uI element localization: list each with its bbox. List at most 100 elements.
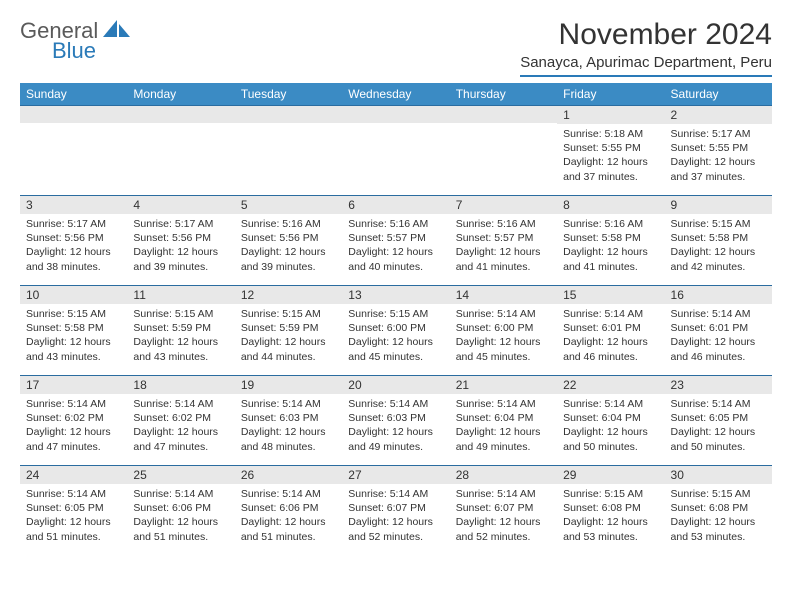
sunset-line: Sunset: 5:59 PM: [133, 321, 228, 335]
day-info: Sunrise: 5:15 AMSunset: 5:58 PMDaylight:…: [665, 214, 772, 280]
day-info: Sunrise: 5:14 AMSunset: 6:06 PMDaylight:…: [235, 484, 342, 550]
calendar-row: 17Sunrise: 5:14 AMSunset: 6:02 PMDayligh…: [20, 375, 772, 465]
day-cell-13: 13Sunrise: 5:15 AMSunset: 6:00 PMDayligh…: [342, 285, 449, 375]
day-number: 1: [557, 105, 664, 124]
daylight-line: Daylight: 12 hours and 48 minutes.: [241, 425, 336, 453]
sunset-line: Sunset: 6:02 PM: [26, 411, 121, 425]
day-number: 9: [665, 195, 772, 214]
day-info: Sunrise: 5:16 AMSunset: 5:58 PMDaylight:…: [557, 214, 664, 280]
day-cell-30: 30 Sunrise: 5:15 AMSunset: 6:08 PMDayligh…: [665, 465, 772, 555]
empty-daynum-bar: [20, 105, 127, 123]
day-cell-17: 17Sunrise: 5:14 AMSunset: 6:02 PMDayligh…: [20, 375, 127, 465]
day-info: Sunrise: 5:14 AMSunset: 6:02 PMDaylight:…: [20, 394, 127, 460]
daylight-line: Daylight: 12 hours and 49 minutes.: [348, 425, 443, 453]
day-cell-6: 6Sunrise: 5:16 AMSunset: 5:57 PMDaylight…: [342, 195, 449, 285]
daylight-line: Daylight: 12 hours and 53 minutes.: [563, 515, 658, 543]
day-cell-5: 5Sunrise: 5:16 AMSunset: 5:56 PMDaylight…: [235, 195, 342, 285]
day-cell-25: 25Sunrise: 5:14 AMSunset: 6:06 PMDayligh…: [127, 465, 234, 555]
day-number: 11: [127, 285, 234, 304]
weekday-tuesday: Tuesday: [235, 83, 342, 105]
daylight-line: Daylight: 12 hours and 49 minutes.: [456, 425, 551, 453]
sunset-line: Sunset: 6:07 PM: [456, 501, 551, 515]
daylight-line: Daylight: 12 hours and 51 minutes.: [133, 515, 228, 543]
day-number: 23: [665, 375, 772, 394]
daylight-line: Daylight: 12 hours and 51 minutes.: [26, 515, 121, 543]
daylight-line: Daylight: 12 hours and 37 minutes.: [563, 155, 658, 183]
sunset-line: Sunset: 5:57 PM: [348, 231, 443, 245]
sunrise-line: Sunrise: 5:16 AM: [241, 217, 336, 231]
day-info: Sunrise: 5:14 AMSunset: 6:05 PMDaylight:…: [20, 484, 127, 550]
day-number: 24: [20, 465, 127, 484]
day-number: 14: [450, 285, 557, 304]
sunset-line: Sunset: 5:58 PM: [671, 231, 766, 245]
day-info: Sunrise: 5:14 AMSunset: 6:07 PMDaylight:…: [342, 484, 449, 550]
day-info: Sunrise: 5:14 AMSunset: 6:01 PMDaylight:…: [665, 304, 772, 370]
day-number: 15: [557, 285, 664, 304]
weekday-saturday: Saturday: [665, 83, 772, 105]
sunrise-line: Sunrise: 5:14 AM: [348, 487, 443, 501]
daylight-line: Daylight: 12 hours and 45 minutes.: [348, 335, 443, 363]
weekday-sunday: Sunday: [20, 83, 127, 105]
empty-cell: [235, 105, 342, 195]
sunset-line: Sunset: 6:06 PM: [133, 501, 228, 515]
sunset-line: Sunset: 5:59 PM: [241, 321, 336, 335]
day-number: 30: [665, 465, 772, 484]
day-cell-20: 20Sunrise: 5:14 AMSunset: 6:03 PMDayligh…: [342, 375, 449, 465]
daylight-line: Daylight: 12 hours and 37 minutes.: [671, 155, 766, 183]
day-info: Sunrise: 5:14 AMSunset: 6:04 PMDaylight:…: [557, 394, 664, 460]
empty-daynum-bar: [127, 105, 234, 123]
daylight-line: Daylight: 12 hours and 46 minutes.: [563, 335, 658, 363]
day-number: 28: [450, 465, 557, 484]
empty-cell: [127, 105, 234, 195]
day-number: 13: [342, 285, 449, 304]
day-info: Sunrise: 5:14 AMSunset: 6:03 PMDaylight:…: [235, 394, 342, 460]
sunset-line: Sunset: 6:08 PM: [563, 501, 658, 515]
sunrise-line: Sunrise: 5:15 AM: [671, 487, 766, 501]
day-cell-15: 15Sunrise: 5:14 AMSunset: 6:01 PMDayligh…: [557, 285, 664, 375]
brand-logo: General Blue: [20, 18, 131, 64]
daylight-line: Daylight: 12 hours and 52 minutes.: [348, 515, 443, 543]
day-info: Sunrise: 5:14 AMSunset: 6:03 PMDaylight:…: [342, 394, 449, 460]
day-number: 12: [235, 285, 342, 304]
day-info: Sunrise: 5:14 AMSunset: 6:07 PMDaylight:…: [450, 484, 557, 550]
day-number: 29: [557, 465, 664, 484]
daylight-line: Daylight: 12 hours and 53 minutes.: [671, 515, 766, 543]
day-cell-22: 22Sunrise: 5:14 AMSunset: 6:04 PMDayligh…: [557, 375, 664, 465]
day-cell-16: 16Sunrise: 5:14 AMSunset: 6:01 PMDayligh…: [665, 285, 772, 375]
sunrise-line: Sunrise: 5:16 AM: [456, 217, 551, 231]
sunset-line: Sunset: 6:08 PM: [671, 501, 766, 515]
sunrise-line: Sunrise: 5:16 AM: [563, 217, 658, 231]
sunset-line: Sunset: 6:04 PM: [563, 411, 658, 425]
day-cell-24: 24Sunrise: 5:14 AMSunset: 6:05 PMDayligh…: [20, 465, 127, 555]
day-number: 25: [127, 465, 234, 484]
calendar-row: 1Sunrise: 5:18 AMSunset: 5:55 PMDaylight…: [20, 105, 772, 195]
day-info: Sunrise: 5:16 AMSunset: 5:57 PMDaylight:…: [342, 214, 449, 280]
day-cell-28: 28Sunrise: 5:14 AMSunset: 6:07 PMDayligh…: [450, 465, 557, 555]
day-cell-3: 3Sunrise: 5:17 AMSunset: 5:56 PMDaylight…: [20, 195, 127, 285]
day-number: 8: [557, 195, 664, 214]
weekday-thursday: Thursday: [450, 83, 557, 105]
sunrise-line: Sunrise: 5:15 AM: [563, 487, 658, 501]
sunrise-line: Sunrise: 5:14 AM: [241, 487, 336, 501]
sunset-line: Sunset: 6:05 PM: [671, 411, 766, 425]
day-number: 5: [235, 195, 342, 214]
daylight-line: Daylight: 12 hours and 50 minutes.: [671, 425, 766, 453]
sunset-line: Sunset: 6:01 PM: [671, 321, 766, 335]
sunrise-line: Sunrise: 5:18 AM: [563, 127, 658, 141]
empty-daynum-bar: [342, 105, 449, 123]
sunset-line: Sunset: 5:55 PM: [563, 141, 658, 155]
day-number: 27: [342, 465, 449, 484]
title-block: November 2024 Sanayca, Apurimac Departme…: [520, 18, 772, 77]
day-number: 18: [127, 375, 234, 394]
sunset-line: Sunset: 5:56 PM: [26, 231, 121, 245]
day-info: Sunrise: 5:17 AMSunset: 5:56 PMDaylight:…: [20, 214, 127, 280]
sunrise-line: Sunrise: 5:14 AM: [563, 307, 658, 321]
daylight-line: Daylight: 12 hours and 42 minutes.: [671, 245, 766, 273]
day-cell-23: 23Sunrise: 5:14 AMSunset: 6:05 PMDayligh…: [665, 375, 772, 465]
sunrise-line: Sunrise: 5:15 AM: [133, 307, 228, 321]
sunset-line: Sunset: 6:00 PM: [348, 321, 443, 335]
weekday-wednesday: Wednesday: [342, 83, 449, 105]
sunset-line: Sunset: 5:56 PM: [241, 231, 336, 245]
empty-daynum-bar: [235, 105, 342, 123]
sunrise-line: Sunrise: 5:14 AM: [671, 307, 766, 321]
